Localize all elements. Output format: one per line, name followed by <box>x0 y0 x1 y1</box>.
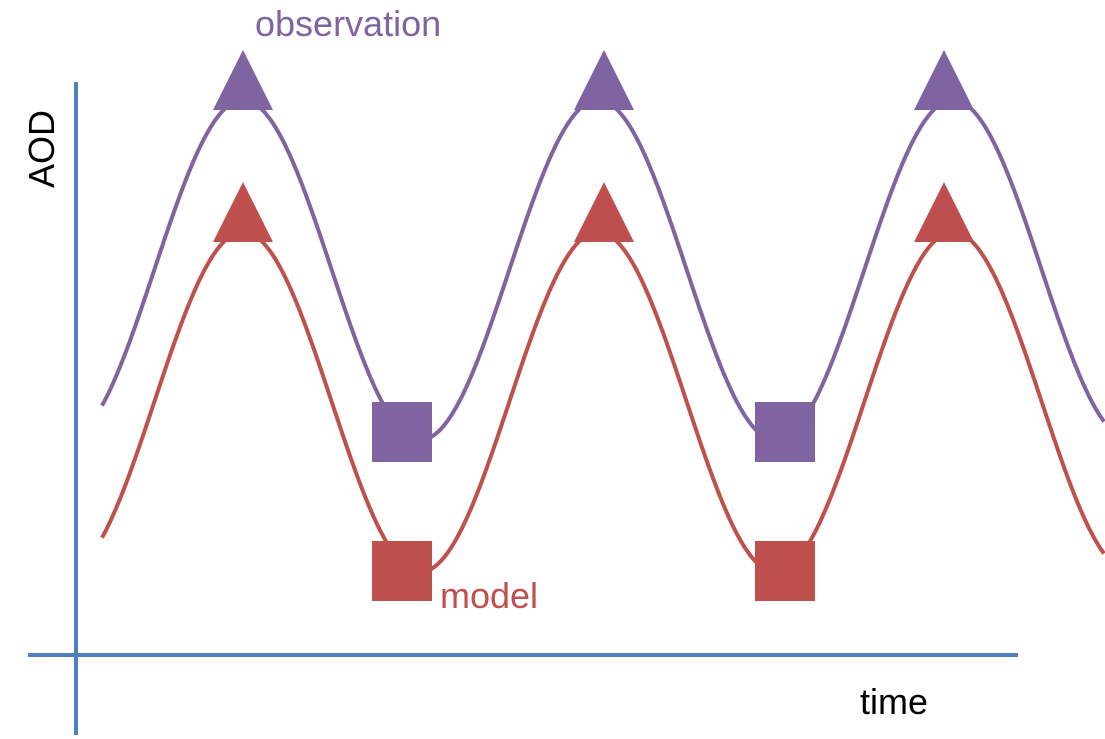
model-peak-marker-3 <box>914 182 974 242</box>
x-axis-label: time <box>860 681 929 722</box>
model-trough-marker-1 <box>372 541 432 601</box>
model-peak-marker-1 <box>213 182 273 242</box>
observation-peak-marker-2 <box>574 50 634 110</box>
model-label: model <box>440 575 539 616</box>
series-layer <box>100 50 1105 601</box>
observation-trough-marker-2 <box>755 402 815 462</box>
observation-trough-marker-1 <box>372 402 432 462</box>
y-axis-label: AOD <box>21 109 62 188</box>
observation-curve <box>100 97 1105 443</box>
observation-label: observation <box>255 3 442 44</box>
observation-peak-marker-1 <box>213 50 273 110</box>
observation-peak-marker-3 <box>914 50 974 110</box>
model-trough-marker-2 <box>755 541 815 601</box>
model-curve <box>100 229 1105 575</box>
model-peak-marker-2 <box>574 182 634 242</box>
